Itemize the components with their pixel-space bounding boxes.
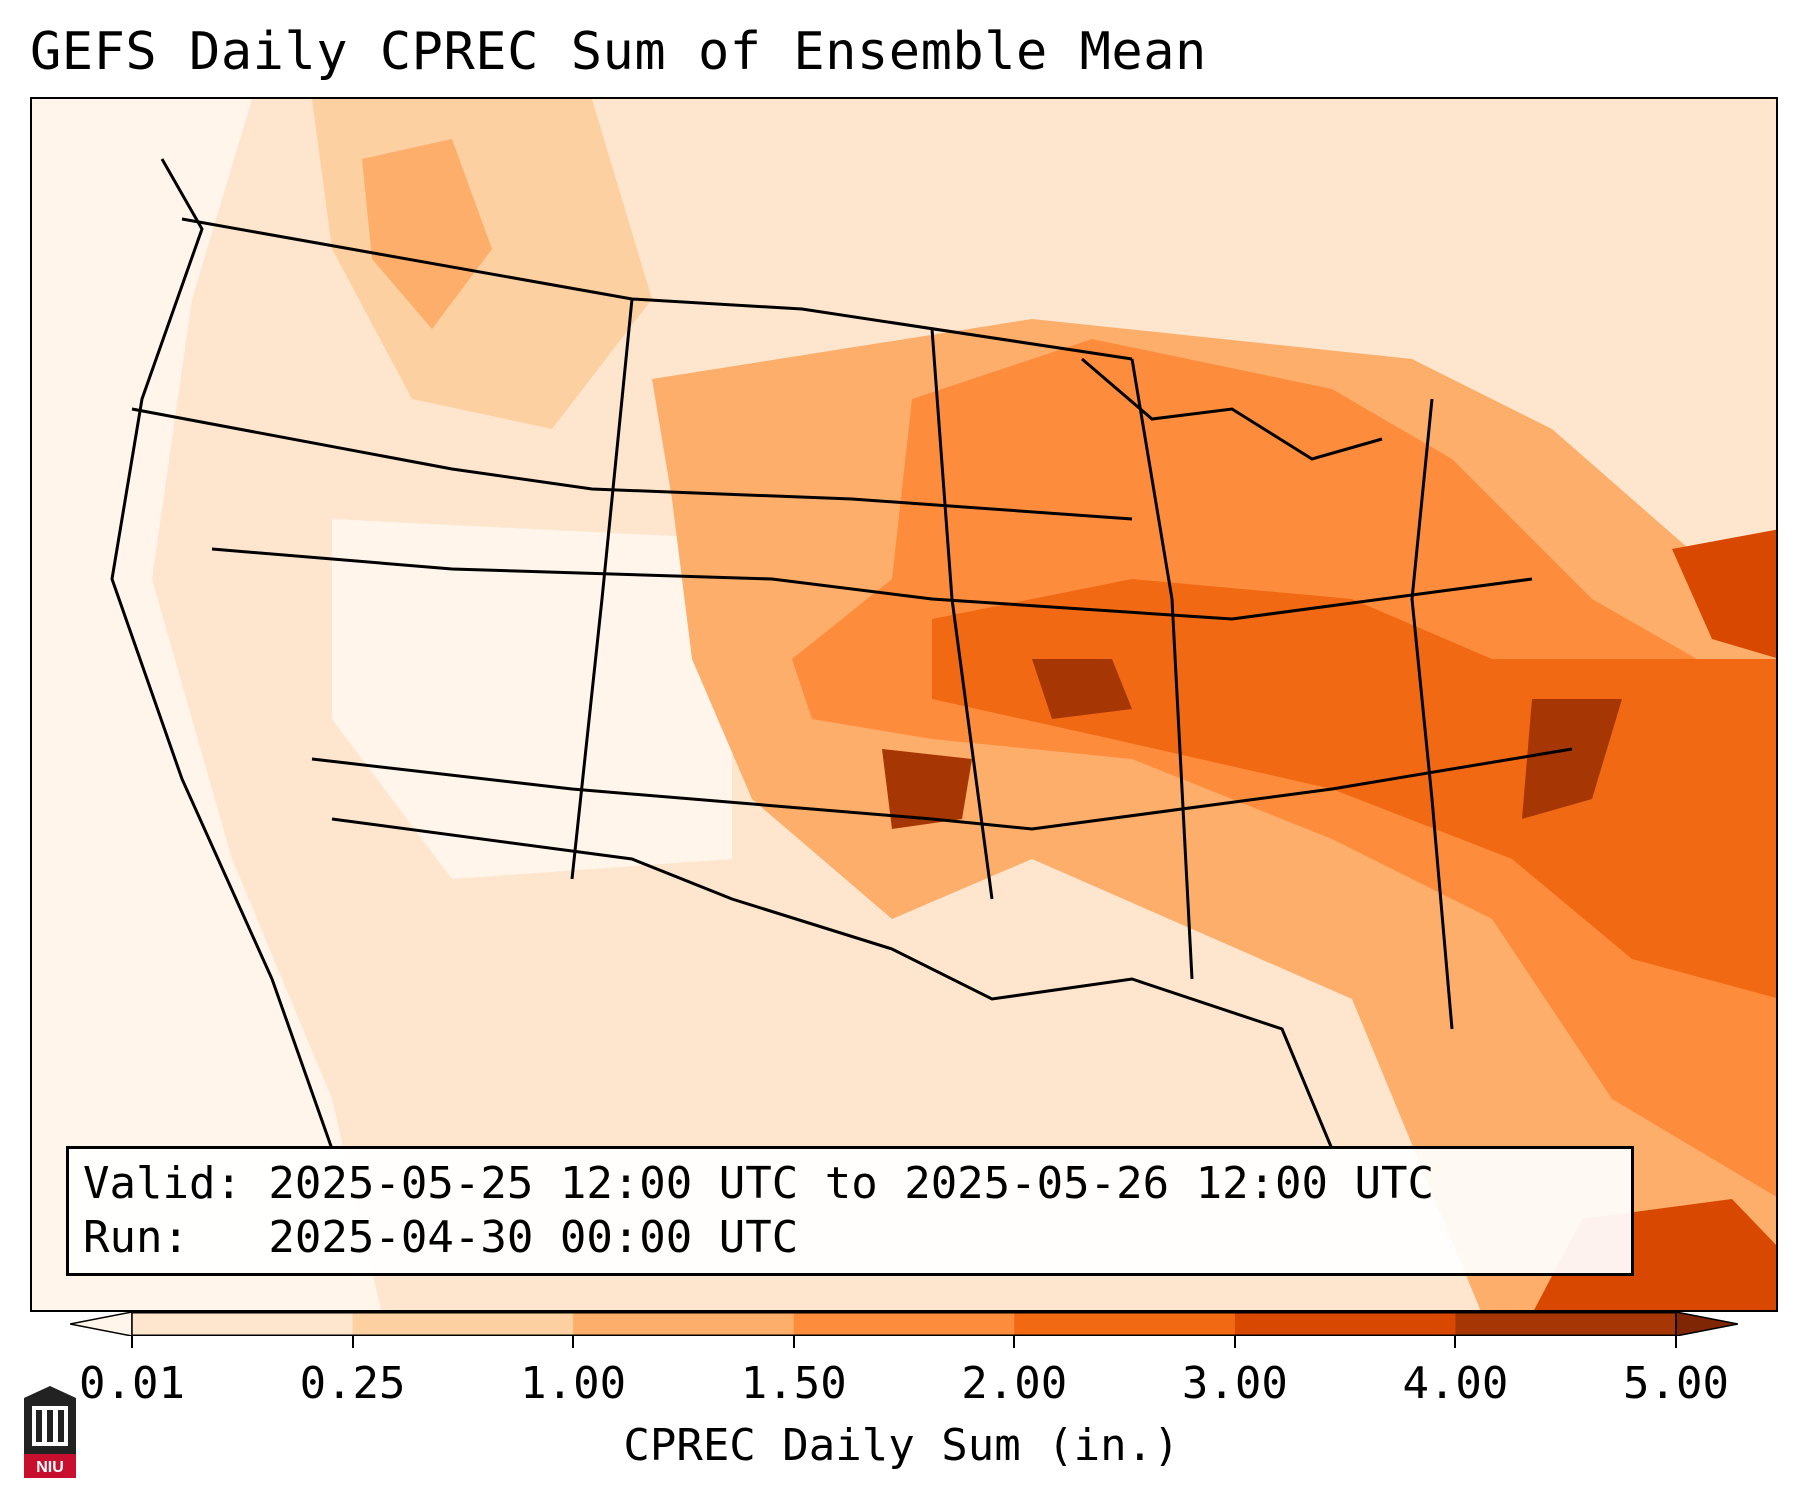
colorbar-tick-mark <box>572 1336 575 1348</box>
colorbar-segment <box>1014 1312 1236 1336</box>
map-canvas <box>32 99 1776 1310</box>
colorbar-tick-label: 1.50 <box>740 1358 847 1409</box>
precip-max-oklahoma <box>882 749 972 829</box>
colorbar-segment <box>793 1312 1015 1336</box>
niu-logo-text: NIU <box>36 1459 64 1476</box>
colorbar-segment <box>352 1312 574 1336</box>
precip-max-missouri <box>1032 659 1132 719</box>
map-title: GEFS Daily CPREC Sum of Ensemble Mean <box>30 22 1207 82</box>
colorbar-tick-mark <box>792 1336 795 1348</box>
colorbar-extend-high <box>1675 1312 1738 1336</box>
interior-line-1 <box>570 298 634 880</box>
colorbar-segment <box>1455 1312 1677 1336</box>
interior-line-3 <box>1130 358 1194 980</box>
valid-info-box: Valid: 2025-05-25 12:00 UTC to 2025-05-2… <box>66 1146 1634 1276</box>
precip-heavy-core <box>932 579 1776 998</box>
colorbar-segments <box>70 1312 1738 1336</box>
colorbar-label: CPREC Daily Sum (in.) <box>623 1420 1180 1471</box>
colorbar-tick-label: 4.00 <box>1402 1358 1509 1409</box>
precip-light-west <box>32 99 382 1310</box>
colorbar-tick-mark <box>351 1336 354 1348</box>
precip-light-southwest <box>332 519 732 879</box>
colorbar-extend-low <box>70 1312 133 1336</box>
colorbar-tick-label: 0.25 <box>299 1358 406 1409</box>
colorbar-tick-label: 5.00 <box>1623 1358 1729 1409</box>
run-time-line: Run: 2025-04-30 00:00 UTC <box>83 1212 799 1263</box>
great-lakes <box>1081 357 1383 461</box>
precip-map <box>30 97 1778 1312</box>
valid-time-line: Valid: 2025-05-25 12:00 UTC to 2025-05-2… <box>83 1158 1435 1209</box>
boundaries <box>110 158 1573 1150</box>
interior-line-2 <box>930 328 994 900</box>
us-canada-border <box>181 217 1133 361</box>
colorbar <box>70 1312 1738 1336</box>
colorbar-tick-mark <box>131 1336 133 1348</box>
colorbar-segment <box>1234 1312 1456 1336</box>
colorbar-border <box>131 1312 1677 1336</box>
precip-atlantic-northeast <box>1672 529 1776 658</box>
colorbar-tick-mark <box>1454 1336 1457 1348</box>
colorbar-segment <box>132 1312 354 1336</box>
south-border-coastline <box>331 817 1334 1150</box>
colorbar-tick-label: 0.01 <box>79 1358 185 1409</box>
mid-state-line <box>211 547 1533 621</box>
colorbar-tick-label: 3.00 <box>1181 1358 1288 1409</box>
colorbar-tick-mark <box>1013 1336 1016 1348</box>
precip-montana-core <box>362 139 492 329</box>
colorbar-segment <box>573 1312 795 1336</box>
colorbar-tick-mark <box>1675 1336 1677 1348</box>
colorbar-tick-mark <box>1233 1336 1236 1348</box>
east-coastline <box>1410 398 1454 1030</box>
colorbar-tick-label: 1.00 <box>520 1358 627 1409</box>
precip-max-atlantic <box>1522 699 1622 819</box>
precip-shading <box>32 99 1776 1310</box>
niu-logo-icon: NIU <box>24 1386 76 1478</box>
west-coastline <box>110 158 334 1150</box>
colorbar-tick-label: 2.00 <box>961 1358 1068 1409</box>
